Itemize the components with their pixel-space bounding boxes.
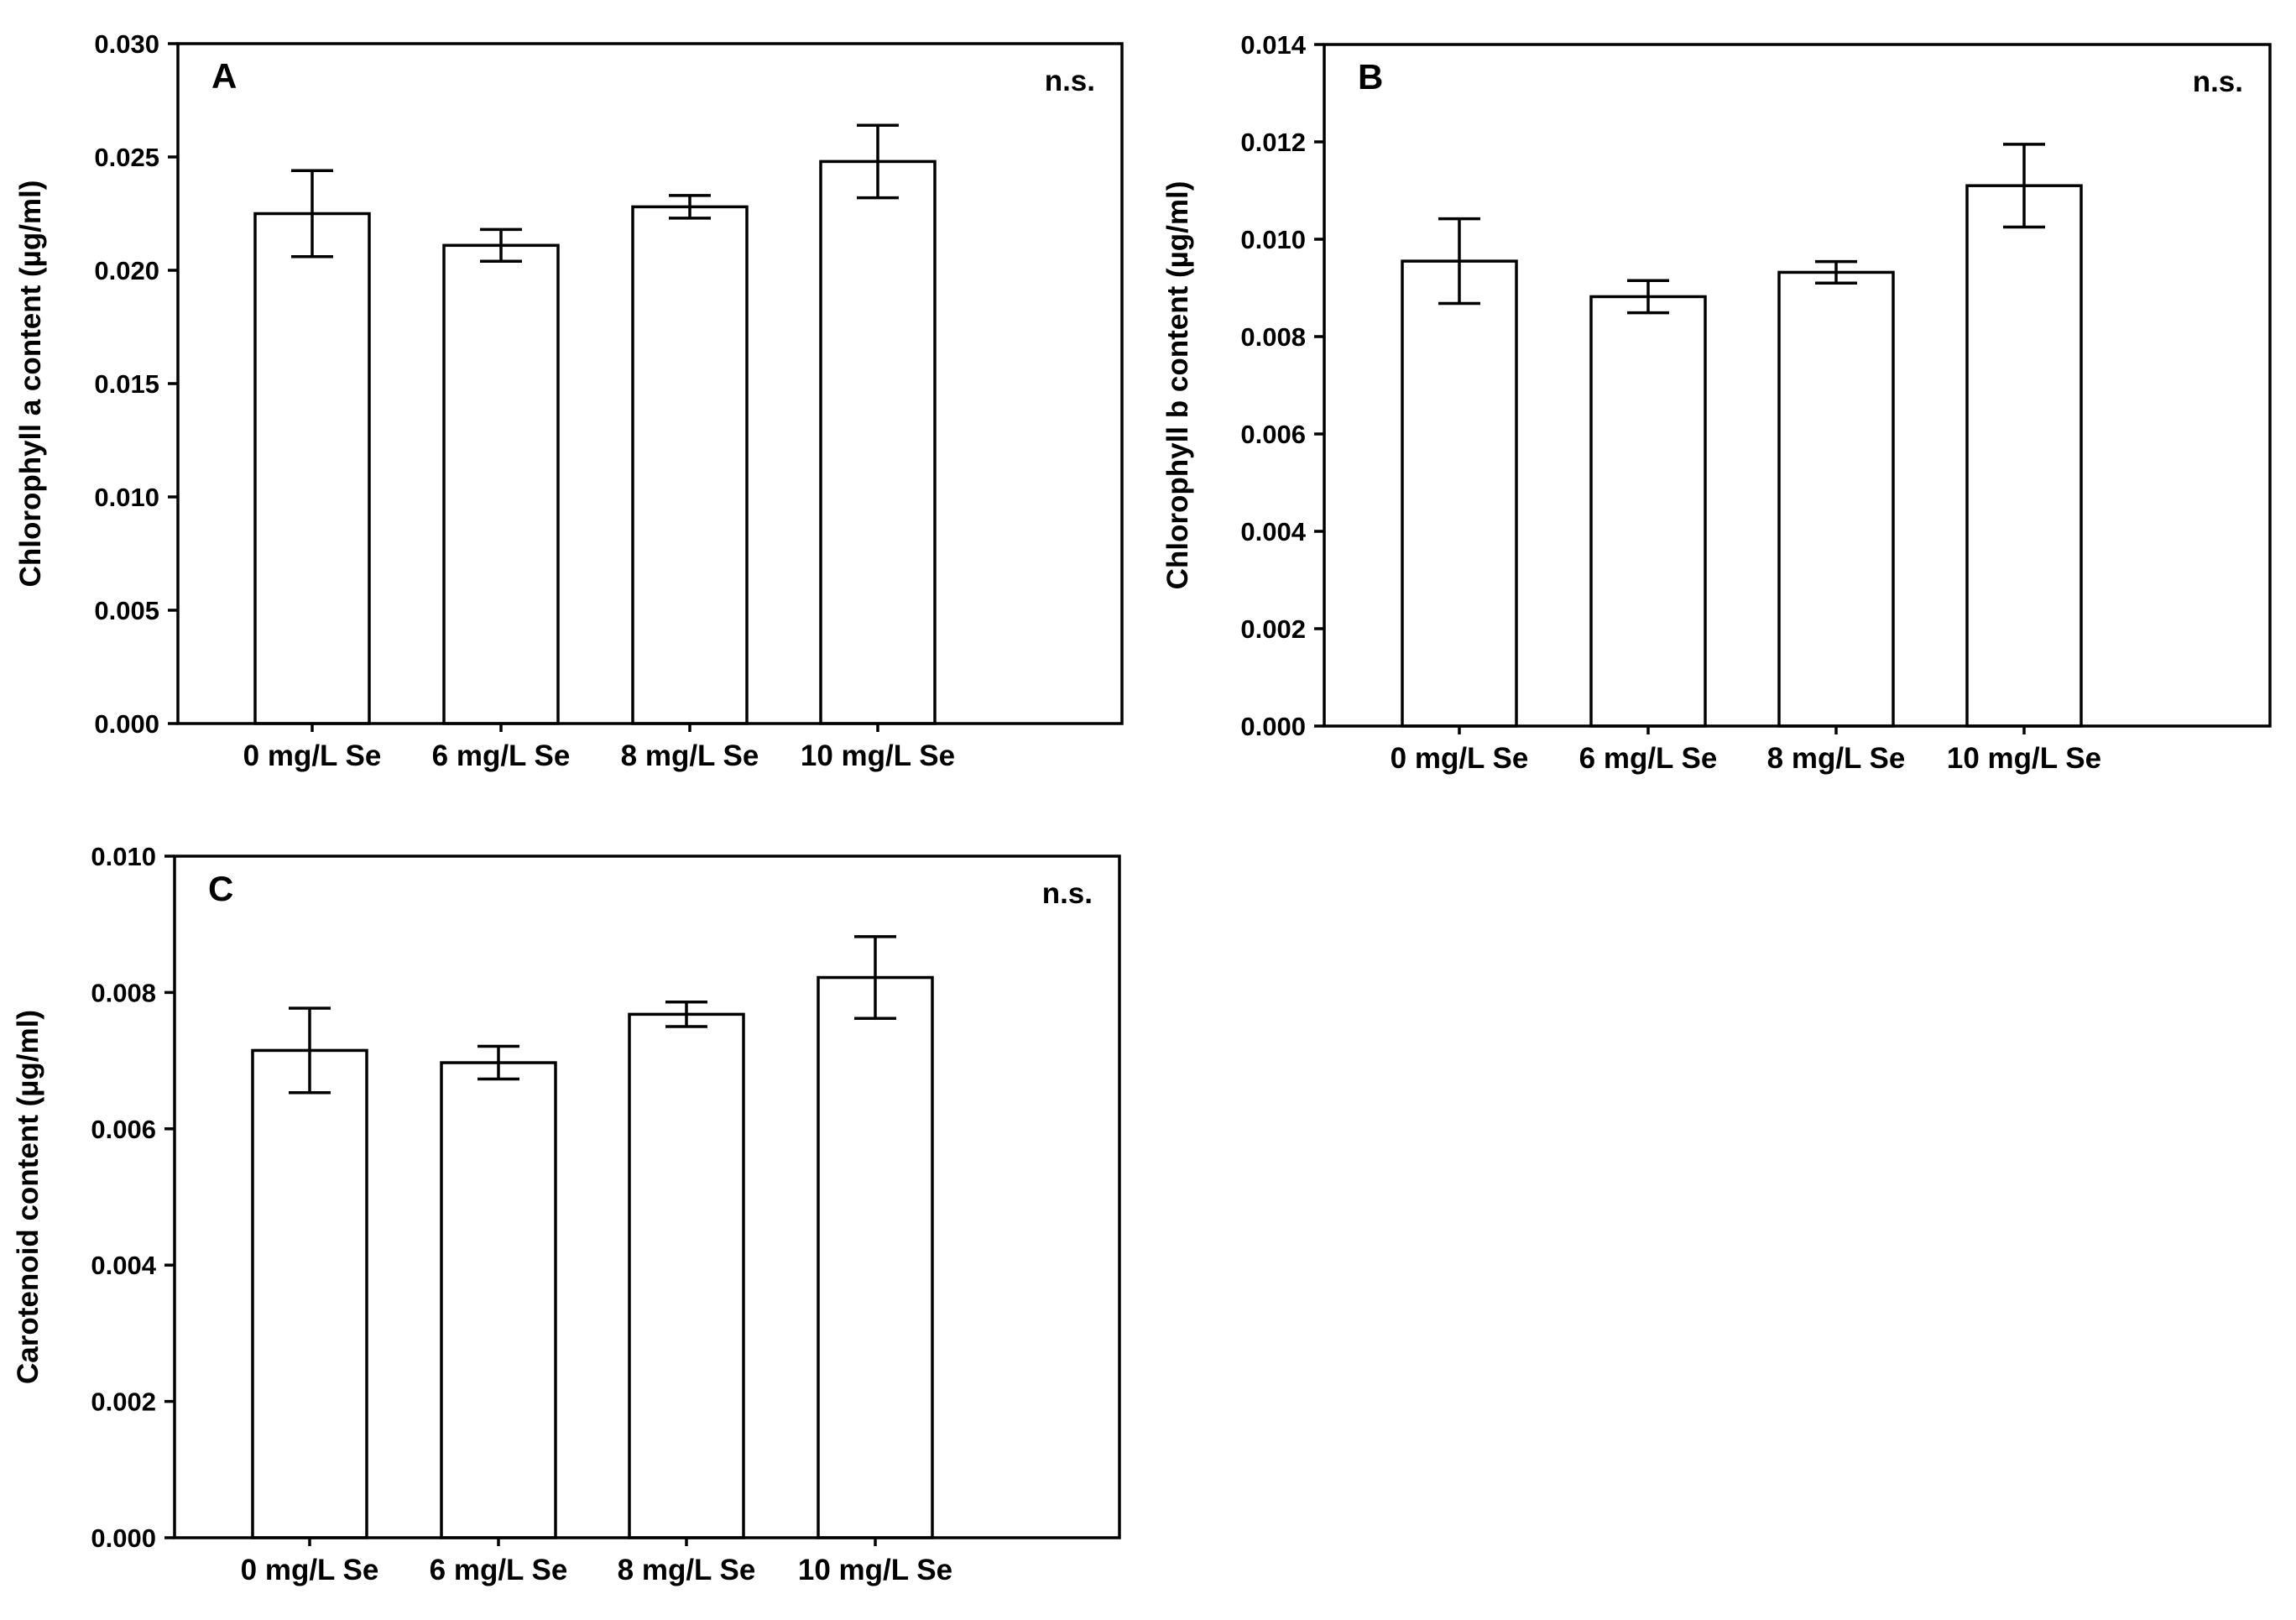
y-tick-label: 0.005 <box>94 596 159 625</box>
plot-frame <box>173 854 1121 1539</box>
y-tick-label: 0.000 <box>94 709 159 739</box>
error-bar-4 <box>857 123 899 200</box>
y-tick-label: 0.020 <box>94 256 159 285</box>
y-tick-label: 0.010 <box>91 842 156 871</box>
y-tick-label: 0.030 <box>94 29 159 59</box>
bar-4 <box>1965 184 2083 728</box>
bar-1 <box>1401 259 1518 728</box>
y-tick-label: 0.012 <box>1240 128 1306 157</box>
panel-label: C <box>208 869 233 908</box>
x-tick-label: 0 mg/L Se <box>1391 742 1529 775</box>
y-tick-label: 0.015 <box>94 369 159 399</box>
panel-label: B <box>1358 57 1383 97</box>
significance-annotation: n.s. <box>1045 65 1095 97</box>
bar-3 <box>628 1012 745 1539</box>
chart-panel-C: 0.000 0.002 0.004 0.006 0.008 0.010 0 mg/L Se 6… <box>12 842 1121 1586</box>
x-tick-label: 8 mg/L Se <box>1767 742 1906 775</box>
bar-2 <box>1589 295 1707 728</box>
significance-annotation: n.s. <box>2193 65 2243 98</box>
x-tick-label: 10 mg/L Se <box>1947 742 2101 775</box>
y-tick-label: 0.008 <box>1240 322 1306 352</box>
y-axis-label: Chlorophyll a content (µg/ml) <box>14 180 47 588</box>
x-tick-label: 8 mg/L Se <box>618 1554 756 1586</box>
error-bar-2 <box>477 1044 519 1081</box>
chart-panel-B: 0.000 0.002 0.004 0.006 0.008 0.010 0.012 0.014… <box>1161 30 2272 775</box>
y-tick-label: 0.006 <box>91 1115 156 1144</box>
y-axis-label: Chlorophyll b content (µg/ml) <box>1161 181 1194 590</box>
chart-panel-A: 0.000 0.005 0.010 0.015 0.020 0.025 0.030 0 mg/… <box>14 29 1124 772</box>
bar-3 <box>631 205 749 725</box>
bar-4 <box>819 159 937 725</box>
x-tick-label: 6 mg/L Se <box>432 739 571 772</box>
bar-1 <box>253 212 371 725</box>
y-tick-label: 0.000 <box>1240 712 1306 741</box>
panel-label: A <box>211 56 237 96</box>
error-bar-1 <box>291 169 333 259</box>
y-axis-label: Carotenoid content (µg/ml) <box>12 1010 44 1384</box>
y-tick-label: 0.006 <box>1240 420 1306 449</box>
error-bar-3 <box>665 1001 707 1028</box>
y-tick-label: 0.002 <box>91 1387 156 1417</box>
plot-frame <box>1323 43 2272 728</box>
error-bar-4 <box>2003 143 2045 229</box>
x-tick-label: 8 mg/L Se <box>621 739 759 772</box>
x-tick-label: 6 mg/L Se <box>430 1554 568 1586</box>
y-tick-label: 0.004 <box>91 1251 156 1280</box>
error-bar-2 <box>1627 279 1669 315</box>
bar-2 <box>442 243 560 725</box>
y-tick-label: 0.014 <box>1240 30 1306 60</box>
x-tick-label: 10 mg/L Se <box>798 1554 952 1586</box>
error-bar-1 <box>289 1006 331 1095</box>
error-bar-3 <box>1815 259 1857 285</box>
error-bar-1 <box>1438 217 1480 306</box>
x-tick-label: 6 mg/L Se <box>1579 742 1718 775</box>
x-tick-label: 0 mg/L Se <box>241 1554 379 1586</box>
error-bar-4 <box>854 935 896 1021</box>
bar-1 <box>251 1048 368 1539</box>
y-tick-label: 0.025 <box>94 143 159 172</box>
x-tick-label: 10 mg/L Se <box>801 739 955 772</box>
significance-annotation: n.s. <box>1042 877 1093 910</box>
x-tick-label: 0 mg/L Se <box>243 739 382 772</box>
y-tick-label: 0.010 <box>94 483 159 512</box>
y-tick-label: 0.002 <box>1240 614 1306 644</box>
y-tick-label: 0.008 <box>91 978 156 1007</box>
error-bar-2 <box>480 227 522 263</box>
bar-2 <box>440 1061 557 1539</box>
error-bar-3 <box>669 194 711 220</box>
y-tick-label: 0.010 <box>1240 225 1306 254</box>
bar-3 <box>1777 270 1895 728</box>
y-tick-label: 0.004 <box>1240 517 1306 546</box>
bar-4 <box>817 975 934 1539</box>
y-tick-label: 0.000 <box>91 1523 156 1553</box>
